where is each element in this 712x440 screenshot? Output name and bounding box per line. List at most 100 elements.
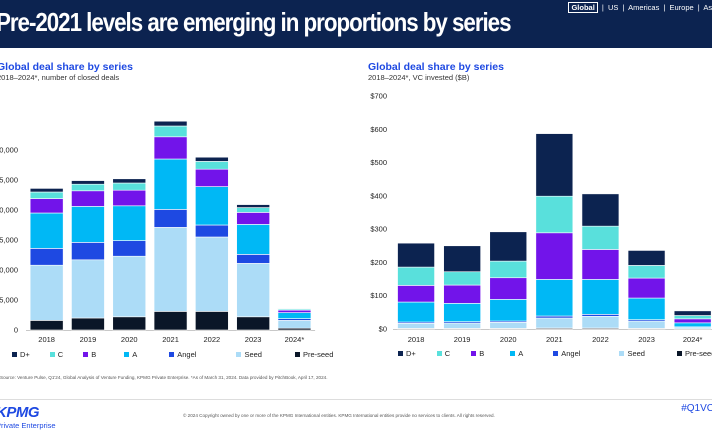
- bar-segment-c-2020: [112, 182, 147, 191]
- bar-segment-b-2022: [581, 249, 620, 280]
- legend-item-seed: Seed: [236, 350, 262, 359]
- legend-label: B: [479, 349, 485, 358]
- x-tick-label: 2020: [500, 335, 517, 344]
- region-tab-asia[interactable]: Asia: [703, 3, 712, 12]
- x-tick-label: 2022: [592, 335, 609, 344]
- legend-label: D+: [406, 349, 416, 358]
- legend-swatch: [83, 352, 89, 357]
- deals-chart-subtitle: 2018–2024*, number of closed deals: [0, 73, 120, 82]
- legend-swatch: [510, 351, 516, 356]
- bar-segment-a-2020: [112, 205, 147, 241]
- vc-chart-title: Global deal share by series: [368, 61, 504, 73]
- x-tick-label: 2023: [638, 335, 655, 344]
- x-tick-label: 2021: [162, 335, 179, 344]
- bar-segment-a-2018: [397, 301, 435, 323]
- x-tick-label: 2023: [245, 335, 262, 344]
- y-tick-label: $700: [370, 92, 387, 101]
- bar-segment-a-2021: [153, 158, 188, 210]
- bar-segment-b-2020: [489, 277, 528, 300]
- legend-item-angel: Angel: [553, 349, 580, 358]
- x-tick-label: 2019: [80, 335, 97, 344]
- region-tab-us[interactable]: US: [607, 3, 619, 12]
- bar-segment-a-2019: [71, 206, 105, 243]
- bar-segment-a-2024: [277, 312, 312, 319]
- bar-segment-a-2018: [29, 212, 64, 249]
- bar-segment-d-2020: [489, 231, 528, 262]
- bar-segment-b-2020: [112, 189, 147, 207]
- y-tick-label: $600: [370, 125, 387, 134]
- bar-segment-seed-2019: [71, 259, 105, 319]
- legend-swatch: [236, 352, 242, 357]
- bar-segment-a-2023: [236, 224, 270, 255]
- bar-segment-c-2018: [29, 191, 64, 199]
- bar-segment-seed-2022: [195, 236, 229, 312]
- bar-segment-b-2023: [236, 212, 270, 225]
- legend-label: Angel: [561, 349, 581, 358]
- bar-segment-d-2022: [195, 156, 229, 162]
- bar-segment-c-2019: [71, 183, 105, 192]
- region-tab-europe[interactable]: Europe: [669, 3, 694, 12]
- header-band: [0, 0, 712, 48]
- legend-swatch: [124, 352, 130, 357]
- bar-segment-c-2023: [236, 207, 270, 213]
- x-tick-label: 2019: [454, 335, 471, 344]
- legend-item-b: B: [83, 350, 96, 359]
- deals-chart-legend: D+ C B A Angel Seed Pre-seed: [12, 350, 333, 359]
- bar-segment-d-2024: [277, 308, 312, 310]
- legend-label: C: [444, 349, 451, 358]
- bar-segment-d-2021: [153, 120, 188, 127]
- y-tick-label: 20,000: [0, 206, 18, 215]
- bar-segment-d-2019: [71, 180, 105, 185]
- legend-item-c: C: [49, 350, 63, 359]
- bar-segment-a-2022: [195, 186, 229, 226]
- bar-segment-d-2020: [112, 178, 147, 184]
- bar-segment-angel-2019: [71, 242, 105, 261]
- bar-segment-c-2021: [153, 125, 188, 138]
- bar-segment-a-2023: [627, 297, 666, 320]
- bar-segment-c-2018: [397, 266, 435, 286]
- bar-segment-d-2023: [627, 250, 666, 266]
- x-tick-label: 2022: [204, 335, 221, 344]
- bar-segment-pre-seed-2022: [195, 311, 229, 331]
- bar-segment-seed-2021: [153, 227, 188, 312]
- bar-segment-pre-seed-2019: [71, 317, 105, 331]
- bar-segment-seed-2023: [236, 263, 270, 318]
- bar-segment-pre-seed-2018: [29, 320, 64, 331]
- region-tab-global[interactable]: Global: [568, 2, 598, 13]
- source-note: Source: Venture Pulse, Q1'24, Global Ana…: [0, 375, 328, 380]
- bar-segment-b-2023: [627, 277, 666, 299]
- legend-swatch: [398, 351, 403, 356]
- y-tick-label: $500: [370, 158, 387, 167]
- x-tick-label: 2021: [546, 335, 563, 344]
- page-title: Pre-2021 levels are emerging in proporti…: [0, 7, 512, 37]
- legend-swatch: [553, 351, 559, 356]
- bar-segment-c-2020: [489, 260, 528, 279]
- legend-label: Angel: [177, 350, 197, 359]
- bar-segment-angel-2023: [236, 254, 270, 264]
- legend-item-a: A: [124, 350, 137, 359]
- bar-segment-seed-2021: [535, 317, 574, 329]
- bar-segment-d-2021: [535, 133, 574, 197]
- bar-segment-angel-2021: [153, 209, 188, 228]
- legend-label: Seed: [627, 349, 645, 358]
- y-tick-label: 30,000: [0, 146, 18, 155]
- legend-swatch: [436, 351, 442, 356]
- y-tick-label: $300: [370, 225, 387, 234]
- legend-item-b: B: [471, 349, 484, 358]
- bar-segment-seed-2018: [29, 264, 64, 321]
- region-nav: Global | US | Americas | Europe | Asia: [568, 2, 712, 13]
- bar-segment-d-2018: [397, 242, 435, 268]
- hashtag-link[interactable]: #Q1VC: [681, 403, 712, 414]
- bar-segment-a-2024: [673, 322, 712, 328]
- x-tick-label: 2018: [38, 335, 55, 344]
- bar-segment-b-2022: [195, 168, 229, 187]
- bar-segment-seed-2022: [581, 316, 620, 329]
- x-tick-label: 2024*: [285, 335, 305, 344]
- vc-chart-legend: D+ C B A Angel Seed Pre-seed: [398, 349, 712, 358]
- region-tab-americas[interactable]: Americas: [628, 3, 660, 12]
- legend-label: D+: [20, 350, 30, 359]
- bar-segment-a-2020: [489, 299, 528, 322]
- deals-chart-title: Global deal share by series: [0, 61, 133, 73]
- legend-item-d: D+: [398, 349, 416, 358]
- footer-divider: [0, 399, 712, 400]
